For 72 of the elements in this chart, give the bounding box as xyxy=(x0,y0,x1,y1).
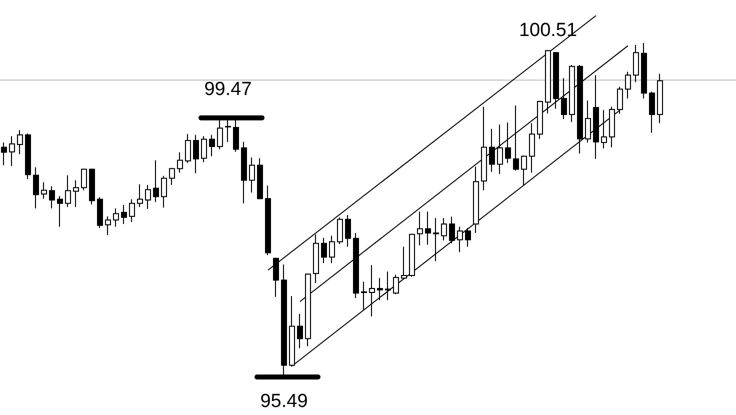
candlestick xyxy=(121,204,127,225)
candlestick xyxy=(393,274,399,295)
candlestick xyxy=(265,185,271,256)
candlestick xyxy=(89,168,95,205)
candlestick xyxy=(513,104,519,172)
candlestick xyxy=(57,195,63,228)
candlestick xyxy=(505,122,511,164)
candlestick xyxy=(649,91,655,134)
candlestick xyxy=(113,208,119,228)
candlestick xyxy=(425,211,431,246)
candlestick xyxy=(185,134,191,164)
candlestick xyxy=(81,168,87,191)
candlestick xyxy=(337,216,343,245)
candlestick xyxy=(9,136,15,166)
candlestick xyxy=(497,124,503,174)
annotation: 99.47 xyxy=(204,78,252,100)
candlestick xyxy=(33,166,39,209)
candlestick xyxy=(97,196,103,229)
annotation: 100.51 xyxy=(518,20,578,42)
candlestick xyxy=(257,158,263,200)
candlestick xyxy=(161,175,167,208)
candlestick xyxy=(145,184,151,210)
candlestick xyxy=(481,106,487,191)
candlestick xyxy=(177,152,183,174)
candlestick xyxy=(25,133,31,180)
candlestick xyxy=(137,184,143,208)
candlestick xyxy=(521,155,527,186)
candlestick xyxy=(657,73,663,124)
candlestick xyxy=(385,270,391,301)
candlestick xyxy=(129,198,135,223)
candlestick xyxy=(41,182,47,200)
candlestick xyxy=(353,232,359,299)
candlestick xyxy=(457,226,463,253)
candlestick xyxy=(297,313,303,349)
candlestick xyxy=(449,216,455,244)
candlestick xyxy=(561,78,567,120)
candlestick xyxy=(201,136,207,163)
candlestick xyxy=(473,166,479,234)
candlestick xyxy=(441,218,447,241)
candlestick xyxy=(529,122,535,174)
candlestick xyxy=(633,44,639,83)
annotation: 95.49 xyxy=(260,391,308,412)
candlestick xyxy=(153,160,159,202)
candlestick xyxy=(209,134,215,157)
candlestick xyxy=(1,142,7,166)
candlestick xyxy=(465,228,471,248)
candlestick xyxy=(105,216,111,236)
candlestick xyxy=(553,52,559,110)
candlestick xyxy=(241,141,247,204)
candlestick xyxy=(377,278,383,301)
candlestick xyxy=(433,218,439,262)
candlestick xyxy=(49,186,55,209)
candlestick xyxy=(321,237,327,264)
candlestick xyxy=(249,157,255,194)
candlestick xyxy=(641,42,647,99)
candlestick xyxy=(545,50,551,114)
candlestick xyxy=(65,174,71,208)
candlestick xyxy=(369,264,375,318)
candlestick xyxy=(489,128,495,172)
candlestick xyxy=(569,64,575,122)
candlestick xyxy=(361,281,367,310)
candlestick xyxy=(345,214,351,248)
candlestick xyxy=(17,130,23,155)
candlestick xyxy=(73,180,79,208)
candlestick xyxy=(401,246,407,280)
candlestick xyxy=(329,235,335,264)
candlestick xyxy=(625,71,631,99)
candlestick xyxy=(417,211,423,246)
candlestick xyxy=(169,167,175,186)
candlestick xyxy=(537,100,543,140)
candlestick xyxy=(193,134,199,174)
candlestick xyxy=(409,233,415,278)
